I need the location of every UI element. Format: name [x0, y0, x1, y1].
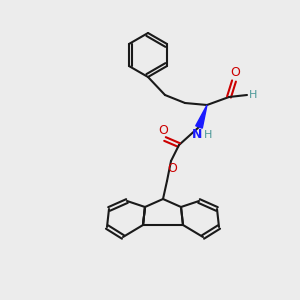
Text: N: N: [192, 128, 202, 142]
Text: O: O: [167, 163, 177, 176]
Polygon shape: [196, 105, 207, 128]
Text: H: H: [249, 90, 257, 100]
Text: H: H: [204, 130, 212, 140]
Text: O: O: [230, 67, 240, 80]
Text: O: O: [158, 124, 168, 137]
